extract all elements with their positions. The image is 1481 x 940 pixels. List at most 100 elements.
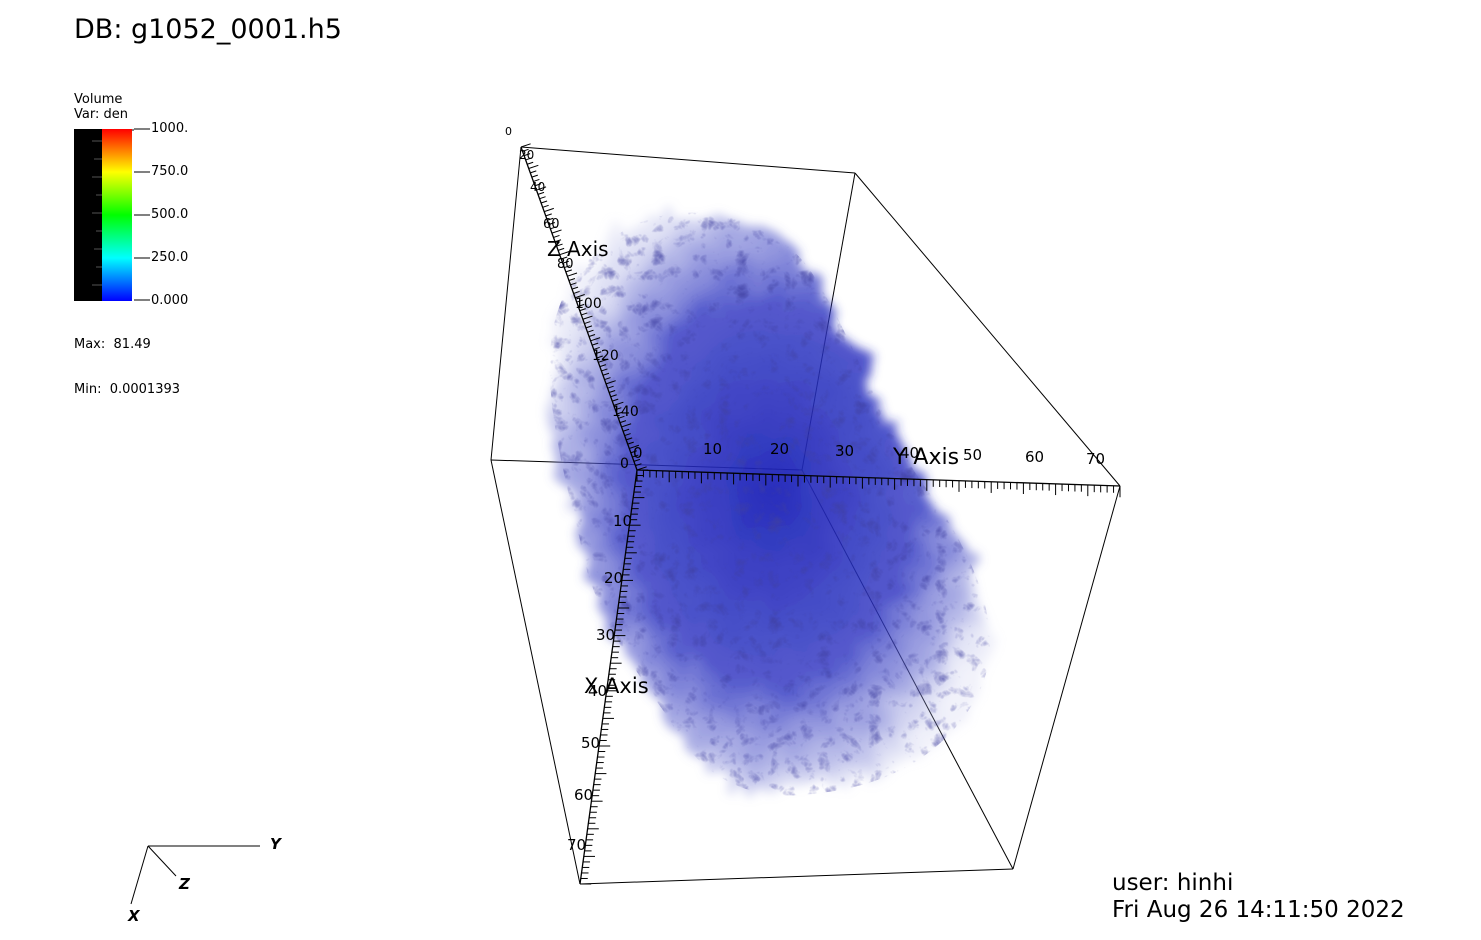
x-tick-label: 40	[588, 682, 607, 700]
legend-range: Max: 81.49 Min: 0.0001393	[74, 307, 180, 412]
y-tick-label: 0	[633, 444, 643, 462]
z-axis-tick	[530, 170, 537, 174]
z-axis-tick	[550, 226, 557, 230]
box-origin-label: 0	[505, 125, 512, 138]
colorbar	[74, 129, 134, 301]
z-axis-tick	[613, 401, 624, 406]
z-axis-tick	[636, 466, 647, 471]
z-axis-title: Z Axis	[547, 237, 609, 261]
z-axis-line	[520, 146, 638, 471]
z-axis-tick	[582, 315, 593, 320]
z-axis-tick	[551, 229, 562, 234]
z-axis-tick	[610, 394, 617, 398]
y-tick-label: 50	[963, 446, 982, 464]
triad-x-label: X	[127, 907, 141, 925]
z-axis-tick	[548, 222, 555, 225]
x-tick-label: 10	[613, 512, 632, 530]
z-axis-tick	[531, 174, 538, 178]
x-tick-label: 50	[581, 734, 600, 752]
z-axis-tick	[630, 450, 637, 454]
z-axis-tick	[525, 157, 532, 161]
z-axis-tick	[554, 239, 562, 243]
z-axis-tick	[576, 299, 583, 303]
z-axis-tick	[574, 294, 585, 299]
z-axis-tick	[590, 337, 601, 342]
z-axis-tick	[553, 234, 560, 238]
z-axis-tick	[581, 312, 588, 316]
color-ramp	[102, 129, 132, 301]
z-axis-tick	[632, 454, 639, 458]
z-axis-tick	[561, 256, 568, 260]
y-tick-label: 10	[703, 440, 722, 458]
z-axis-tick	[570, 282, 577, 286]
triad-z-label: Z	[178, 875, 191, 893]
z-tick-label: 120	[592, 348, 619, 364]
axis-triad	[130, 845, 260, 905]
z-tick-label: 140	[612, 404, 639, 420]
z-axis-tick	[545, 213, 552, 217]
z-axis-tick	[627, 441, 634, 445]
x-tick-label: 30	[596, 626, 615, 644]
x-axis-line	[579, 469, 638, 885]
z-axis-tick	[633, 458, 641, 462]
z-axis-tick	[534, 183, 542, 187]
z-axis-tick	[520, 143, 531, 148]
z-axis-tick	[536, 186, 547, 191]
axis-minor-ticks	[520, 143, 1121, 885]
z-axis-tick	[593, 346, 600, 350]
timestamp: Fri Aug 26 14:11:50 2022	[1112, 897, 1405, 923]
z-axis-tick	[591, 342, 599, 346]
z-axis-tick	[598, 358, 609, 363]
z-axis-tick	[540, 200, 548, 204]
z-axis-tick	[607, 385, 614, 389]
colorbar-tick-label: 1000.	[151, 121, 189, 136]
x-tick-label: 60	[574, 786, 593, 804]
x-tick-label: 20	[604, 569, 623, 587]
opacity-ramp	[74, 129, 102, 301]
colorbar-ticks	[134, 128, 150, 301]
y-axis-title: Y Axis	[892, 445, 959, 470]
z-axis-tick	[562, 260, 569, 264]
z-axis-tick	[624, 433, 631, 437]
z-tick-label: 0	[620, 456, 629, 472]
z-axis-tick	[568, 278, 576, 281]
z-axis-tick	[588, 334, 596, 337]
z-axis-tick	[567, 272, 578, 277]
z-tick-label: 80	[557, 257, 574, 272]
z-axis-tick	[522, 148, 529, 152]
y-tick-label: 40	[900, 444, 919, 462]
axis-tick-labels: 0 20 40 60 80 100 120 140 0 0 10 20 30 4…	[505, 125, 1105, 854]
z-axis-tick	[544, 207, 554, 213]
z-axis-tick	[602, 372, 610, 376]
z-axis-tick	[547, 217, 554, 221]
colorbar-tick-label: 500.0	[151, 207, 189, 222]
legend-variable: Var: den	[74, 107, 128, 122]
z-axis-tick	[604, 377, 611, 381]
y-tick-label: 70	[1086, 450, 1105, 468]
volume-render	[549, 212, 990, 796]
z-axis-tick	[595, 351, 602, 355]
z-axis-tick	[616, 411, 624, 415]
z-axis-tick	[609, 390, 616, 393]
z-axis-tick	[579, 308, 586, 312]
z-axis-tick	[587, 329, 594, 333]
z-axis-tick	[596, 355, 603, 359]
z-axis-tick	[557, 247, 565, 251]
legend-plot-type: Volume	[74, 92, 123, 107]
z-axis-tick	[629, 444, 640, 449]
axis-lines	[520, 146, 1121, 885]
colorbar-tick-label: 0.000	[151, 293, 189, 308]
z-axis-tick	[578, 303, 585, 307]
z-axis-tick	[533, 178, 540, 182]
z-axis-tick	[559, 250, 570, 256]
user-name: user: hinhi	[1112, 870, 1234, 896]
z-axis-tick	[618, 415, 625, 419]
z-axis-tick	[621, 423, 632, 428]
legend-min: Min: 0.0001393	[74, 382, 181, 397]
y-axis-line	[636, 469, 1121, 487]
y-tick-label: 60	[1025, 448, 1044, 466]
colorbar-tick-label: 750.0	[151, 164, 189, 179]
legend-header: Volume Var: den	[74, 92, 128, 122]
z-axis-tick	[612, 398, 619, 402]
